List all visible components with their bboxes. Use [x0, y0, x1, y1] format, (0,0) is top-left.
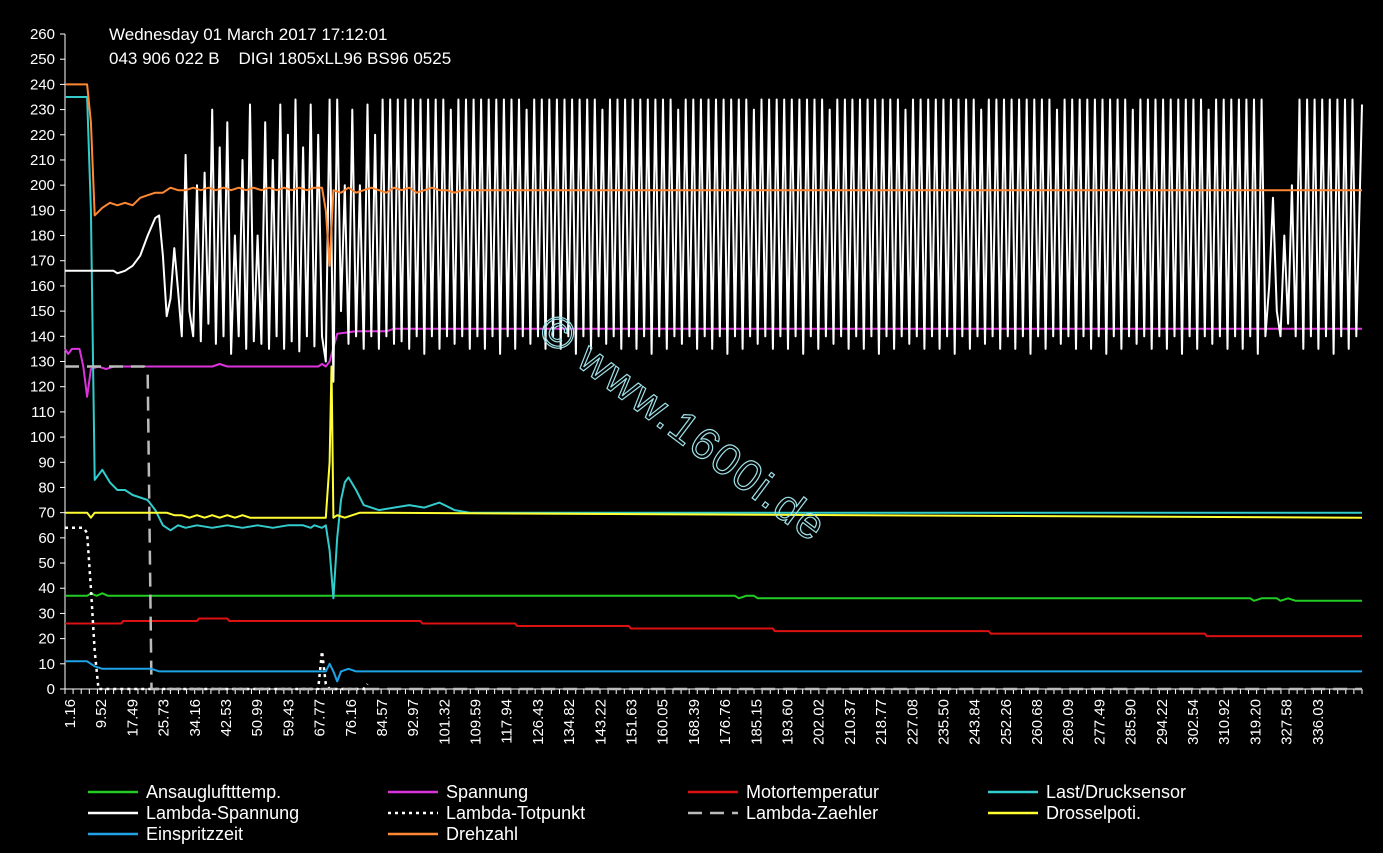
- x-tick-label: 84.57: [374, 699, 391, 737]
- y-tick-label: 260: [30, 26, 55, 43]
- y-axis: 0 10 20 30 40 50 60 70 80 90 100 110 120 130 140 150 160…: [30, 26, 66, 698]
- y-tick-label: 20: [38, 631, 55, 648]
- legend-label: Spannung: [446, 782, 528, 802]
- x-tick-label: 59.43: [280, 699, 297, 737]
- series-line-5: [65, 526, 369, 691]
- x-tick-label: 101.32: [436, 699, 453, 745]
- x-tick-label: 42.53: [218, 699, 235, 737]
- header-datetime: Wednesday 01 March 2017 17:12:01: [109, 25, 388, 44]
- y-tick-label: 210: [30, 152, 55, 169]
- x-tick-label: 109.59: [468, 699, 485, 745]
- x-tick-label: 34.16: [187, 699, 204, 737]
- y-tick-label: 190: [30, 202, 55, 219]
- x-tick-label: 151.63: [624, 699, 641, 745]
- y-tick-label: 250: [30, 51, 55, 68]
- x-tick-label: 302.54: [1185, 699, 1202, 745]
- y-tick-label: 130: [30, 354, 55, 371]
- series-line-8: [65, 660, 1362, 683]
- legend-label: Drosselpoti.: [1046, 803, 1141, 823]
- y-tick-label: 180: [30, 228, 55, 245]
- x-tick-label: 185.15: [748, 699, 765, 745]
- x-tick-label: 294.22: [1154, 699, 1171, 745]
- y-tick-label: 80: [38, 479, 55, 496]
- x-tick-label: 50.99: [249, 699, 266, 737]
- y-tick-label: 220: [30, 127, 55, 144]
- series-line-4: [65, 98, 1363, 383]
- x-tick-label: 252.26: [998, 699, 1015, 745]
- legend-label: Einspritzzeit: [146, 824, 243, 844]
- y-tick-label: 170: [30, 253, 55, 270]
- y-tick-label: 60: [38, 530, 55, 547]
- x-tick-label: 1.16: [62, 699, 79, 728]
- legend-label: Lambda-Totpunkt: [446, 803, 585, 823]
- x-tick-label: 143.22: [592, 699, 609, 745]
- x-tick-label: 67.77: [312, 699, 329, 737]
- y-tick-label: 150: [30, 303, 55, 320]
- x-tick-label: 76.16: [343, 699, 360, 737]
- legend-label: Lambda-Spannung: [146, 803, 299, 823]
- x-tick-label: 193.60: [779, 699, 796, 745]
- legend: Ansaugluftttemp. Spannung Motortemperatur L…: [88, 782, 1186, 844]
- legend-label: Motortemperatur: [746, 782, 879, 802]
- x-tick-label: 218.77: [873, 699, 890, 745]
- legend-label: Last/Drucksensor: [1046, 782, 1186, 802]
- series-line-9: [65, 83, 1362, 267]
- y-tick-label: 160: [30, 278, 55, 295]
- x-tick-label: 277.49: [1091, 699, 1108, 745]
- y-tick-label: 240: [30, 76, 55, 93]
- x-tick-label: 235.50: [935, 699, 952, 745]
- y-tick-label: 90: [38, 454, 55, 471]
- x-tick-label: 210.37: [842, 699, 859, 745]
- x-tick-label: 260.68: [1029, 699, 1046, 745]
- x-tick-label: 168.39: [686, 699, 703, 745]
- x-tick-label: 134.82: [561, 699, 578, 745]
- x-tick-label: 310.92: [1216, 699, 1233, 745]
- series-layer: [64, 83, 1363, 691]
- y-tick-label: 30: [38, 605, 55, 622]
- y-tick-label: 40: [38, 580, 55, 597]
- x-tick-label: 126.43: [530, 699, 547, 745]
- series-line-7: [65, 365, 1363, 519]
- header-ecu-info: 043 906 022 B DIGI 1805xLL96 BS96 0525: [109, 49, 451, 68]
- x-tick-label: 160.05: [655, 699, 672, 745]
- legend-label: Ansaugluftttemp.: [146, 782, 281, 802]
- x-tick-label: 227.08: [904, 699, 921, 745]
- x-tick-label: 9.52: [93, 699, 110, 728]
- x-tick-label: 202.02: [811, 699, 828, 745]
- x-tick-label: 25.73: [156, 699, 173, 737]
- x-tick-label: 327.58: [1279, 699, 1296, 745]
- x-tick-label: 176.76: [717, 699, 734, 745]
- x-tick-label: 269.09: [1060, 699, 1077, 745]
- series-line-3: [65, 96, 1362, 600]
- y-tick-label: 50: [38, 555, 55, 572]
- y-tick-label: 140: [30, 328, 55, 345]
- legend-label: Lambda-Zaehler: [746, 803, 878, 823]
- x-tick-label: 243.84: [967, 699, 984, 745]
- x-tick-label: 117.94: [499, 699, 516, 744]
- x-tick-label: 285.90: [1123, 699, 1140, 745]
- series-line-1: [64, 327, 1362, 398]
- series-line-2: [65, 617, 1362, 638]
- series-line-6: [65, 365, 1362, 691]
- x-tick-label: 92.97: [405, 699, 422, 737]
- y-tick-label: 230: [30, 102, 55, 119]
- y-tick-label: 0: [47, 681, 55, 698]
- y-tick-label: 200: [30, 177, 55, 194]
- x-tick-label: 17.49: [124, 699, 141, 737]
- x-tick-label: 319.20: [1247, 699, 1264, 745]
- legend-label: Drehzahl: [446, 824, 518, 844]
- x-tick-label: 336.03: [1310, 699, 1327, 745]
- series-line-0: [65, 592, 1362, 602]
- y-tick-label: 100: [30, 429, 55, 446]
- y-tick-label: 10: [38, 656, 55, 673]
- y-tick-label: 70: [38, 505, 55, 522]
- y-tick-label: 110: [31, 404, 55, 421]
- y-tick-label: 120: [30, 379, 55, 396]
